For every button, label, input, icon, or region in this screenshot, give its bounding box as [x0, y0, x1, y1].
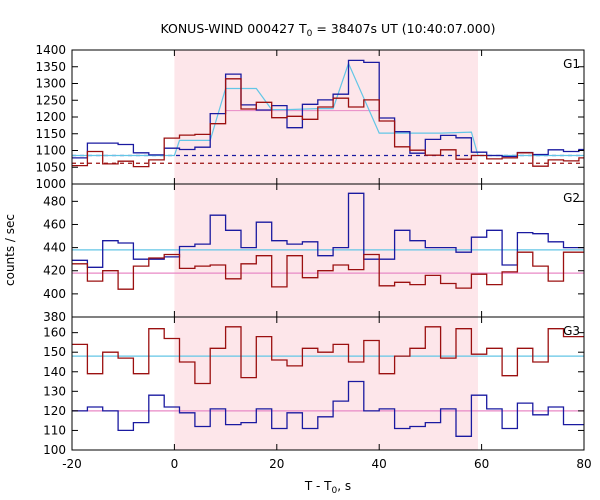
x-tick-label: 40: [372, 457, 387, 471]
y-tick-label: 400: [43, 287, 66, 301]
y-tick-label: 1000: [35, 177, 66, 191]
panel-label: G3: [563, 324, 580, 338]
x-tick-label: 80: [576, 457, 591, 471]
series-red: [72, 326, 584, 385]
y-tick-label: 1050: [35, 160, 66, 174]
y-tick-label: 1300: [35, 77, 66, 91]
panel-label: G1: [563, 57, 580, 71]
series-blue: [72, 380, 584, 437]
x-tick-label: 20: [269, 457, 284, 471]
y-tick-label: 110: [43, 423, 66, 437]
x-axis-label: T - T0, s: [304, 479, 351, 496]
y-tick-label: 130: [43, 384, 66, 398]
series-red: [72, 251, 584, 290]
y-tick-label: 480: [43, 194, 66, 208]
panel-frame: [71, 316, 585, 451]
panel-g1: 1000 1050 1100 1150 1200 1250 1300 1350 1400 G1: [35, 43, 585, 191]
y-tick-label: 140: [43, 365, 66, 379]
y-tick-label: 380: [43, 310, 66, 324]
panel-g3: 100 110 120 130 140 150 160 G3: [43, 316, 585, 457]
x-tick-label: -20: [62, 457, 82, 471]
y-tick-label: 1400: [35, 43, 66, 57]
y-axis-label: counts / sec: [3, 214, 17, 286]
chart-title: KONUS-WIND 000427 T0 = 38407s UT (10:40:…: [160, 21, 495, 39]
y-tick-label: 1350: [35, 60, 66, 74]
x-tick-label: 60: [474, 457, 489, 471]
plot-area: 100010501100115012001250130013501400G138…: [35, 43, 591, 471]
y-tick-label: 120: [43, 404, 66, 418]
y-tick-label: 460: [43, 217, 66, 231]
y-tick-label: 100: [43, 443, 66, 457]
y-tick-label: 1250: [35, 93, 66, 107]
panel-label: G2: [563, 191, 580, 205]
panel-g2: 380 400 420 440 460 480 G2: [43, 183, 585, 324]
y-tick-label: 1200: [35, 110, 66, 124]
y-tick-label: 420: [43, 264, 66, 278]
series-red: [72, 78, 584, 168]
y-tick-label: 440: [43, 241, 66, 255]
y-tick-label: 1100: [35, 144, 66, 158]
y-tick-label: 160: [43, 326, 66, 340]
x-tick-label: 0: [171, 457, 179, 471]
y-tick-label: 1150: [35, 127, 66, 141]
y-tick-label: 150: [43, 345, 66, 359]
